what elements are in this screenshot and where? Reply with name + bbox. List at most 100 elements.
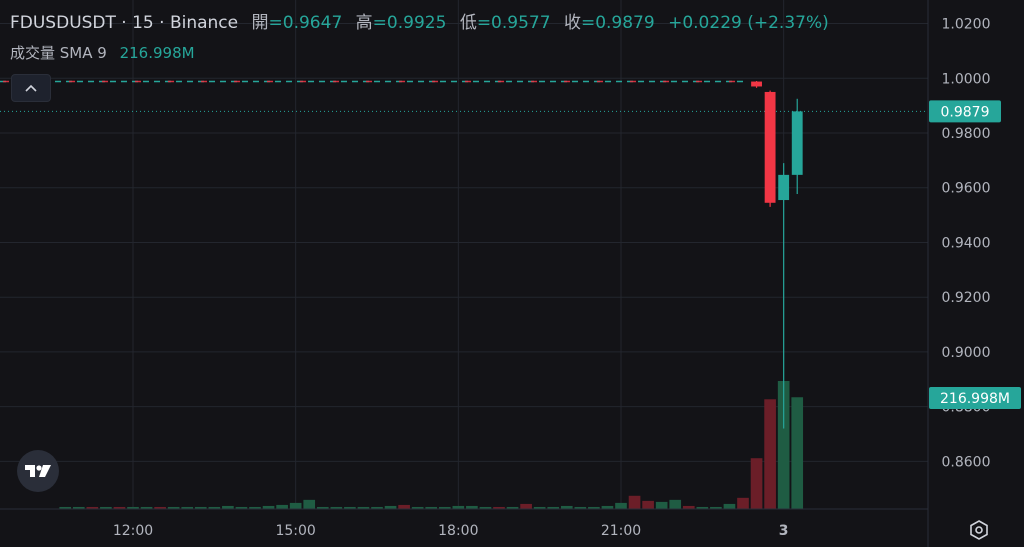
- volume-bar: [696, 506, 709, 509]
- volume-bar: [59, 506, 72, 509]
- volume-bar: [750, 458, 763, 509]
- volume-bar: [100, 506, 112, 509]
- volume-bar: [425, 506, 438, 509]
- volume-bar: [384, 505, 397, 509]
- volume-bar: [574, 506, 587, 509]
- candle-body: [764, 91, 776, 203]
- volume-bar: [235, 506, 248, 509]
- volume-legend-value: 216.998M: [119, 44, 195, 62]
- time-axis[interactable]: 12:00 15:00 18:00 21:00 3: [113, 523, 789, 539]
- price-tick-label: 0.9000: [942, 345, 991, 361]
- volume-bar: [181, 506, 194, 509]
- volume-bars: [59, 381, 804, 509]
- high-label: 高: [355, 13, 373, 33]
- volume-bar: [466, 505, 478, 509]
- volume-bar: [222, 505, 234, 509]
- volume-bar: [398, 504, 410, 509]
- volume-bar: [777, 381, 790, 509]
- volume-bar: [655, 501, 668, 509]
- chevron-up-icon: [25, 84, 37, 92]
- volume-bar: [737, 497, 749, 509]
- tradingview-logo[interactable]: [17, 450, 59, 492]
- price-tick-label: 0.9800: [942, 126, 991, 142]
- change-value: +0.0229 (+2.37%): [668, 13, 829, 33]
- symbol-legend: FDUSDUSDT · 15 · Binance 開=0.9647 高=0.99…: [10, 8, 829, 33]
- volume-bar: [167, 506, 180, 509]
- volume-bar: [723, 503, 736, 509]
- volume-bar: [194, 506, 207, 509]
- candle-body: [778, 174, 790, 201]
- price-tick-label: 0.9400: [942, 235, 991, 251]
- candle-body: [751, 81, 762, 87]
- low-value: =0.9577: [476, 13, 551, 33]
- volume-bar: [493, 506, 505, 509]
- volume-bar: [140, 506, 153, 509]
- settings-hexagon-icon: [970, 520, 988, 540]
- volume-bar: [479, 506, 492, 509]
- volume-bar: [669, 499, 682, 509]
- volume-bar: [86, 506, 99, 509]
- volume-bar: [411, 506, 424, 509]
- chart-settings-button[interactable]: [966, 517, 992, 543]
- volume-bar: [560, 505, 573, 509]
- tradingview-logo-icon: [25, 465, 51, 477]
- volume-bar: [438, 506, 451, 509]
- price-tick-label: 0.9600: [942, 181, 991, 197]
- volume-axis-value: 216.998M: [940, 391, 1010, 407]
- time-tick-label: 21:00: [601, 523, 641, 539]
- time-tick-label: 15:00: [275, 523, 315, 539]
- price-tick-label: 1.0000: [942, 71, 991, 87]
- volume-legend-label[interactable]: 成交量 SMA 9: [10, 44, 107, 62]
- high-value: =0.9925: [372, 13, 447, 33]
- last-price-value: 0.9879: [941, 104, 990, 120]
- volume-bar: [642, 500, 654, 509]
- volume-bar: [588, 506, 600, 509]
- open-value: =0.9647: [268, 13, 343, 33]
- volume-bar: [127, 506, 139, 509]
- volume-bar: [682, 505, 695, 509]
- low-label: 低: [459, 13, 477, 33]
- volume-bar: [262, 505, 275, 509]
- volume-bar: [154, 506, 166, 509]
- volume-bar: [533, 506, 546, 509]
- volume-bar: [249, 506, 261, 509]
- volume-bar: [764, 399, 776, 509]
- volume-bar: [303, 499, 316, 509]
- time-tick-label: 18:00: [438, 523, 478, 539]
- volume-legend: 成交量 SMA 9 216.998M: [10, 42, 195, 63]
- volume-bar: [371, 506, 383, 509]
- volume-value-label: 216.998M: [929, 387, 1021, 409]
- volume-bar: [208, 506, 221, 509]
- candle-body: [791, 111, 803, 175]
- volume-bar: [276, 504, 288, 509]
- volume-bar: [615, 502, 627, 509]
- volume-bar: [520, 503, 532, 509]
- volume-bar: [628, 495, 641, 509]
- volume-bar: [547, 506, 560, 509]
- volume-bar: [72, 506, 85, 509]
- time-tick-label: 3: [779, 523, 789, 539]
- symbol-title[interactable]: FDUSDUSDT · 15 · Binance: [10, 13, 239, 33]
- volume-bar: [791, 397, 804, 509]
- volume-bar: [357, 506, 370, 509]
- volume-bar: [506, 506, 519, 509]
- open-label: 開: [251, 13, 269, 33]
- volume-bar: [344, 506, 356, 509]
- volume-bar: [710, 506, 722, 509]
- candles: [751, 81, 803, 429]
- volume-bar: [289, 502, 302, 509]
- volume-bar: [330, 506, 343, 509]
- volume-bar: [601, 505, 614, 509]
- price-tick-label: 0.8600: [942, 454, 991, 470]
- close-label: 收: [563, 13, 581, 33]
- price-tick-label: 1.0200: [942, 17, 991, 33]
- volume-bar: [316, 506, 329, 509]
- time-tick-label: 12:00: [113, 523, 153, 539]
- price-tick-label: 0.9200: [942, 290, 991, 306]
- collapse-legend-button[interactable]: [11, 74, 51, 102]
- volume-bar: [113, 506, 126, 509]
- volume-bar: [452, 505, 465, 509]
- close-value: =0.9879: [580, 13, 655, 33]
- last-price-label: 0.9879: [929, 100, 1001, 123]
